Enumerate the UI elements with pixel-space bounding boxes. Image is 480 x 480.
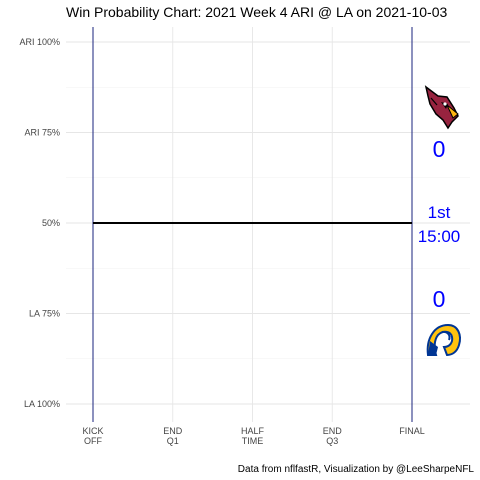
cardinal-logo — [424, 85, 459, 130]
y-tick-label: LA 75% — [29, 309, 60, 319]
y-tick-label: 50% — [42, 218, 60, 228]
x-tick-label: Q1 — [167, 436, 179, 446]
grid-lines — [66, 27, 470, 422]
x-tick-label: END — [163, 426, 183, 436]
chart-title: Win Probability Chart: 2021 Week 4 ARI @… — [66, 4, 447, 20]
x-tick-label: END — [323, 426, 343, 436]
y-tick-label: ARI 75% — [24, 128, 60, 138]
home-score: 0 — [433, 286, 446, 312]
game-clock: 15:00 — [418, 227, 461, 246]
x-tick-label: FINAL — [399, 426, 425, 436]
y-tick-label: LA 100% — [24, 399, 60, 409]
x-tick-label: TIME — [242, 436, 264, 446]
chart-caption: Data from nflfastR, Visualization by @Le… — [238, 464, 475, 475]
x-tick-label: OFF — [84, 436, 102, 446]
x-tick-label: KICK — [82, 426, 103, 436]
x-tick-label: HALF — [241, 426, 265, 436]
y-axis: ARI 100% ARI 75% 50% LA 75% LA 100% — [19, 37, 60, 409]
y-tick-label: ARI 100% — [19, 37, 60, 47]
rams-horn-logo — [426, 323, 461, 357]
x-tick-label: Q3 — [326, 436, 338, 446]
away-score: 0 — [433, 136, 446, 162]
game-quarter: 1st — [428, 203, 451, 222]
period-bounds — [92, 27, 413, 422]
